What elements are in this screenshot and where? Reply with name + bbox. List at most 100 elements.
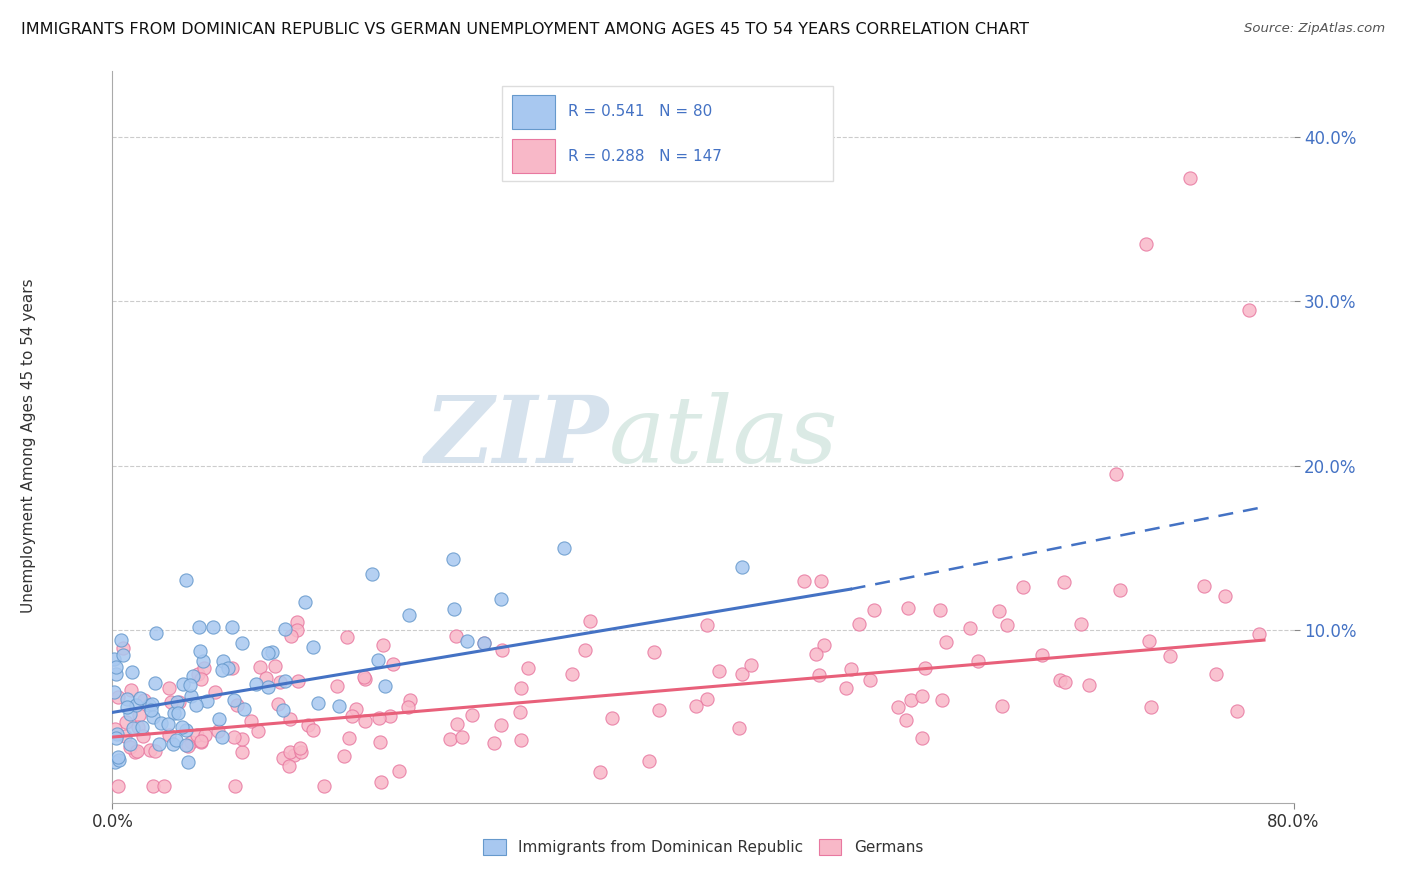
Point bbox=[139, 703, 162, 717]
Point bbox=[156, 717, 179, 731]
Point bbox=[204, 685, 226, 699]
Point bbox=[378, 708, 401, 723]
Point bbox=[239, 714, 262, 729]
Point bbox=[225, 698, 247, 712]
Point bbox=[111, 640, 134, 655]
Point bbox=[285, 615, 308, 630]
Point bbox=[142, 710, 165, 724]
Point bbox=[443, 602, 465, 616]
Point bbox=[166, 706, 188, 721]
Point bbox=[118, 707, 141, 722]
Point bbox=[928, 603, 950, 617]
Point bbox=[740, 657, 762, 672]
Point bbox=[297, 718, 319, 732]
Point bbox=[114, 714, 136, 729]
Point bbox=[165, 732, 187, 747]
Point bbox=[834, 681, 856, 696]
Point bbox=[188, 620, 211, 634]
Point bbox=[111, 648, 134, 662]
Point bbox=[222, 731, 245, 745]
Point bbox=[107, 690, 129, 704]
Point bbox=[172, 677, 194, 691]
Point bbox=[553, 541, 575, 556]
Point bbox=[728, 721, 751, 735]
Point bbox=[360, 566, 382, 581]
Point bbox=[257, 680, 280, 694]
Point bbox=[896, 713, 918, 727]
Point bbox=[157, 728, 180, 742]
Point bbox=[118, 737, 141, 751]
Point bbox=[129, 690, 152, 705]
Point bbox=[181, 668, 204, 682]
Point bbox=[579, 614, 602, 628]
Point bbox=[105, 731, 128, 745]
Point bbox=[177, 755, 200, 769]
Point bbox=[194, 728, 217, 742]
Point bbox=[141, 698, 163, 712]
Point bbox=[848, 617, 870, 632]
Point bbox=[862, 603, 884, 617]
Point bbox=[900, 693, 922, 707]
Point bbox=[439, 732, 461, 747]
Point bbox=[354, 672, 377, 686]
Point bbox=[1192, 579, 1215, 593]
Point bbox=[103, 685, 125, 699]
Point bbox=[104, 660, 127, 674]
Point bbox=[188, 644, 211, 658]
Point bbox=[491, 642, 513, 657]
Point bbox=[257, 646, 280, 660]
Point bbox=[517, 661, 540, 675]
Point bbox=[176, 573, 198, 587]
Point bbox=[1247, 627, 1270, 641]
Point bbox=[897, 600, 920, 615]
Point bbox=[510, 733, 533, 747]
Point bbox=[368, 711, 391, 725]
Point bbox=[911, 731, 934, 746]
Point bbox=[1159, 649, 1181, 664]
Point bbox=[966, 654, 988, 668]
Point bbox=[222, 693, 245, 707]
Point bbox=[336, 630, 359, 644]
Point bbox=[337, 731, 360, 745]
Point bbox=[167, 695, 190, 709]
Point bbox=[107, 780, 129, 794]
Point bbox=[1239, 302, 1261, 317]
Point bbox=[160, 695, 183, 709]
Point bbox=[193, 660, 215, 674]
Point bbox=[510, 681, 533, 695]
Point bbox=[589, 764, 612, 779]
Point bbox=[707, 665, 730, 679]
Point bbox=[179, 678, 201, 692]
Point bbox=[125, 744, 148, 758]
Point bbox=[163, 706, 186, 721]
Point bbox=[190, 733, 212, 747]
Point bbox=[127, 720, 149, 734]
Point bbox=[696, 618, 718, 632]
Point bbox=[138, 698, 160, 712]
Point bbox=[187, 666, 209, 681]
Point bbox=[931, 693, 953, 707]
Point bbox=[274, 622, 297, 636]
Point bbox=[730, 560, 752, 574]
Point bbox=[103, 722, 125, 736]
Point bbox=[148, 737, 170, 751]
Point bbox=[120, 739, 142, 754]
Point bbox=[294, 595, 316, 609]
Text: Source: ZipAtlas.com: Source: ZipAtlas.com bbox=[1244, 22, 1385, 36]
Point bbox=[472, 636, 495, 650]
Point bbox=[399, 693, 422, 707]
Point bbox=[278, 712, 301, 726]
Point bbox=[696, 692, 718, 706]
Point bbox=[1053, 575, 1076, 590]
Point bbox=[269, 675, 291, 690]
Point bbox=[191, 654, 214, 668]
Point bbox=[346, 702, 368, 716]
Point bbox=[332, 748, 354, 763]
Point bbox=[124, 745, 146, 759]
Point bbox=[115, 699, 138, 714]
Point bbox=[813, 638, 835, 652]
Point bbox=[444, 629, 467, 643]
Point bbox=[157, 681, 180, 695]
Point bbox=[326, 679, 349, 693]
Point bbox=[142, 780, 165, 794]
